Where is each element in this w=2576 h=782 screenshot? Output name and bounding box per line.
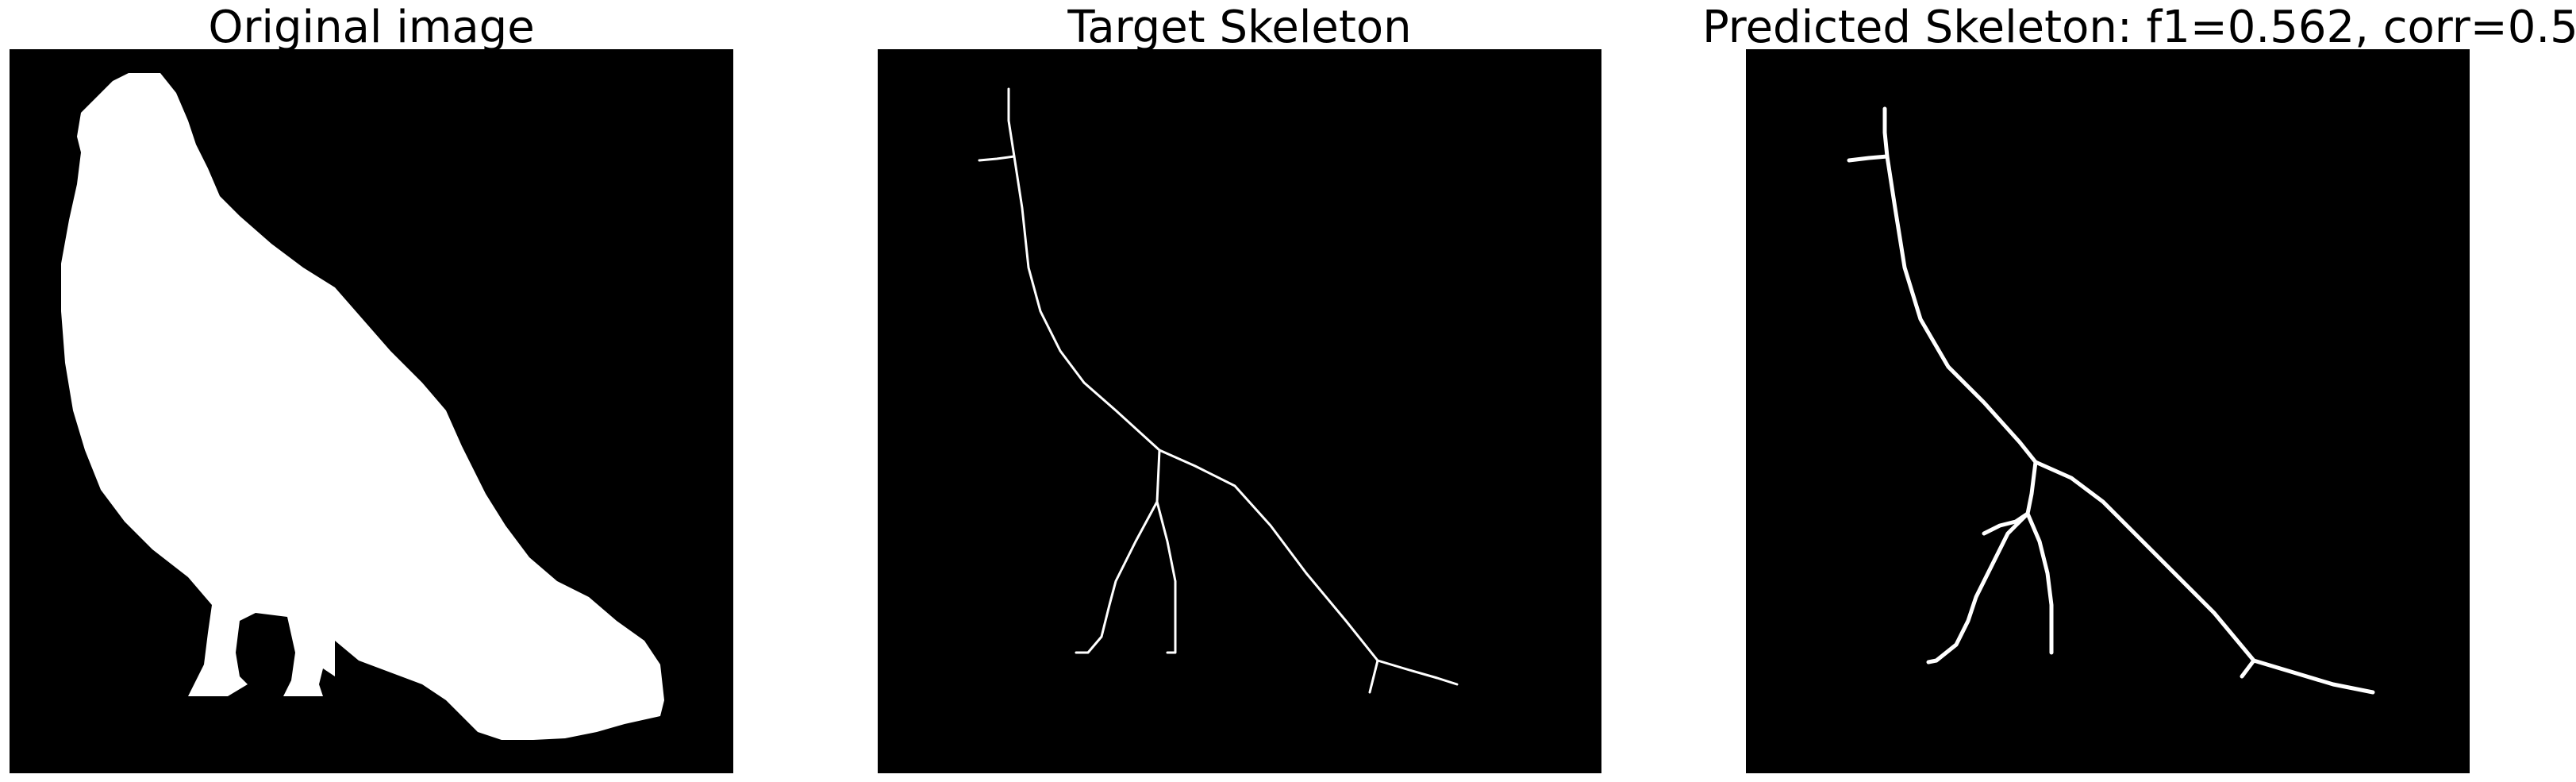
- predicted-skeleton-image: [1746, 49, 2470, 773]
- target-skeleton-svg: [878, 49, 1601, 773]
- target-skeleton-lines: [978, 87, 1459, 694]
- bird-silhouette: [61, 73, 664, 740]
- predicted-skeleton-svg: [1746, 49, 2470, 773]
- panel-title-target: Target Skeleton: [1067, 2, 1412, 53]
- panel-title-original: Original image: [208, 2, 535, 53]
- predicted-skeleton-lines: [1847, 106, 2375, 695]
- panel-title-predicted: Predicted Skeleton: f1=0.562, corr=0.598: [1702, 2, 2576, 53]
- target-skeleton-image: [878, 49, 1601, 773]
- bird-silhouette-svg: [10, 49, 733, 773]
- original-image: [10, 49, 733, 773]
